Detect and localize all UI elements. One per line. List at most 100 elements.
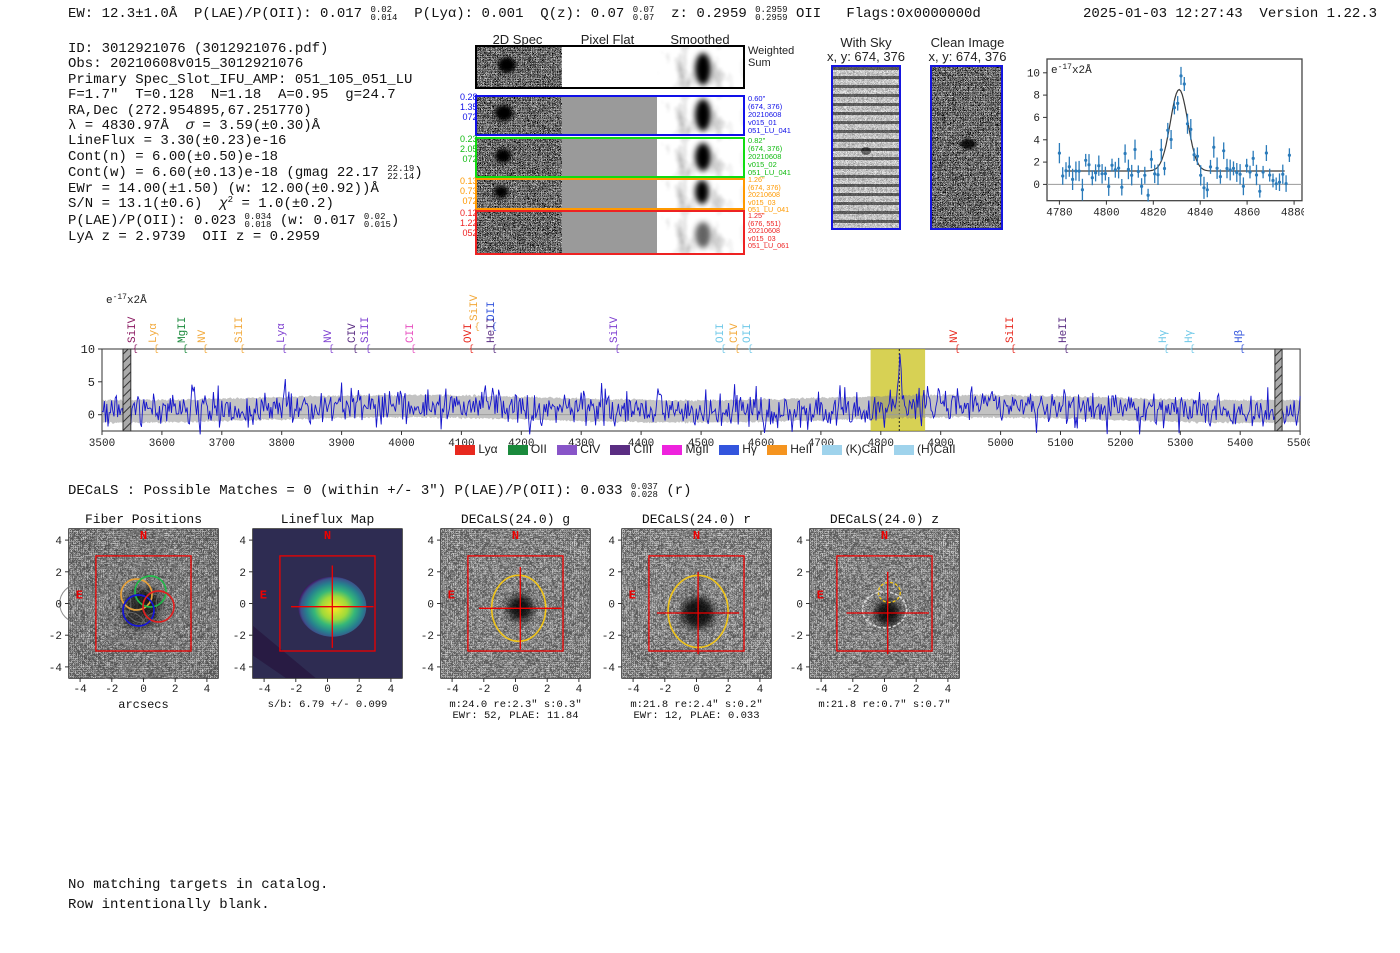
svg-text:{: { <box>474 322 479 332</box>
svg-text:10: 10 <box>80 343 94 357</box>
svg-text:-2: -2 <box>846 684 859 696</box>
svg-text:4800: 4800 <box>1093 207 1119 219</box>
svg-text:5400: 5400 <box>1227 438 1253 450</box>
svg-text:OII: OII <box>715 323 727 343</box>
svg-text:SiII: SiII <box>360 317 372 343</box>
svg-text:3700: 3700 <box>208 438 234 450</box>
svg-text:4000: 4000 <box>388 438 414 450</box>
svg-text:-2: -2 <box>233 631 246 643</box>
svg-text:-4: -4 <box>49 663 63 675</box>
svg-text:2: 2 <box>913 684 920 696</box>
svg-text:-4: -4 <box>233 663 247 675</box>
svg-text:SiIV: SiIV <box>127 316 139 343</box>
svg-text:{: { <box>410 344 415 354</box>
svg-text:m:21.8 re:0.7" s:0.7": m:21.8 re:0.7" s:0.7" <box>818 699 950 711</box>
svg-text:CII: CII <box>405 323 417 343</box>
svg-text:E: E <box>260 588 267 602</box>
svg-text:10: 10 <box>1027 68 1040 80</box>
svg-text:0: 0 <box>881 684 888 696</box>
svg-text:{: { <box>1063 344 1068 354</box>
svg-text:s/b: 6.79 +/- 0.099: s/b: 6.79 +/- 0.099 <box>267 699 387 711</box>
svg-text:arcsecs: arcsecs <box>118 698 168 712</box>
svg-text:0: 0 <box>427 599 434 611</box>
svg-text:e-17x2Å: e-17x2Å <box>106 293 147 307</box>
svg-text:N: N <box>512 529 519 543</box>
svg-text:{: { <box>720 344 725 354</box>
svg-text:{: { <box>1239 344 1244 354</box>
svg-text:4780: 4780 <box>1046 207 1072 219</box>
svg-text:0: 0 <box>512 684 519 696</box>
svg-text:{: { <box>328 344 333 354</box>
svg-text:-2: -2 <box>49 631 62 643</box>
svg-text:2: 2 <box>725 684 732 696</box>
svg-text:SiIV: SiIV <box>609 316 621 343</box>
svg-text:-4: -4 <box>74 684 88 696</box>
svg-text:4: 4 <box>945 684 952 696</box>
svg-text:3900: 3900 <box>328 438 354 450</box>
svg-text:2: 2 <box>427 568 434 580</box>
svg-text:0: 0 <box>140 684 147 696</box>
svg-text:E: E <box>448 588 455 602</box>
svg-text:4: 4 <box>56 536 63 548</box>
svg-text:3500: 3500 <box>89 438 115 450</box>
svg-text:NV: NV <box>949 329 961 343</box>
svg-text:{: { <box>132 344 137 354</box>
svg-text:5200: 5200 <box>1107 438 1133 450</box>
svg-text:Lineflux Map: Lineflux Map <box>280 512 374 527</box>
svg-text:5000: 5000 <box>987 438 1013 450</box>
svg-text:0: 0 <box>1033 179 1040 191</box>
svg-text:Hβ: Hβ <box>1234 329 1246 343</box>
svg-text:{: { <box>491 344 496 354</box>
svg-text:DECaLS(24.0) z: DECaLS(24.0) z <box>830 512 939 527</box>
svg-text:4: 4 <box>204 684 211 696</box>
svg-text:{: { <box>747 344 752 354</box>
svg-text:-2: -2 <box>289 684 302 696</box>
svg-text:0: 0 <box>239 599 246 611</box>
svg-text:2: 2 <box>239 568 246 580</box>
svg-text:e-17x2Å: e-17x2Å <box>1051 62 1092 77</box>
svg-text:Lyα: Lyα <box>148 323 160 343</box>
svg-text:SiII: SiII <box>234 317 246 343</box>
svg-text:4880: 4880 <box>1281 207 1304 219</box>
svg-text:0: 0 <box>796 599 803 611</box>
svg-text:CIV: CIV <box>729 323 741 343</box>
svg-text:DECaLS(24.0) g: DECaLS(24.0) g <box>461 512 570 527</box>
svg-text:{: { <box>352 344 357 354</box>
svg-text:2: 2 <box>172 684 179 696</box>
svg-text:{: { <box>954 344 959 354</box>
svg-text:{: { <box>365 344 370 354</box>
svg-text:MgII: MgII <box>177 317 189 343</box>
svg-text:SiII: SiII <box>1005 317 1017 343</box>
svg-text:DECaLS(24.0) r: DECaLS(24.0) r <box>642 512 751 527</box>
svg-text:Hγ: Hγ <box>1184 329 1196 343</box>
svg-text:4: 4 <box>796 536 803 548</box>
svg-text:{: { <box>468 344 473 354</box>
svg-text:E: E <box>76 588 83 602</box>
svg-text:{: { <box>182 344 187 354</box>
svg-text:-2: -2 <box>105 684 118 696</box>
svg-text:{: { <box>153 344 158 354</box>
svg-text:{: { <box>239 344 244 354</box>
svg-text:OVI: OVI <box>463 323 475 343</box>
svg-text:4: 4 <box>387 684 394 696</box>
svg-text:Hγ: Hγ <box>1158 329 1170 343</box>
svg-text:-2: -2 <box>790 631 803 643</box>
svg-text:-4: -4 <box>421 663 435 675</box>
svg-text:-4: -4 <box>602 663 616 675</box>
svg-text:3600: 3600 <box>149 438 175 450</box>
svg-text:{: { <box>491 322 496 332</box>
svg-text:2: 2 <box>796 568 803 580</box>
svg-text:{: { <box>614 344 619 354</box>
svg-text:4860: 4860 <box>1234 207 1260 219</box>
svg-text:E: E <box>817 588 824 602</box>
svg-text:NV: NV <box>323 329 335 343</box>
svg-text:EWr: 12, PLAE: 0.033: EWr: 12, PLAE: 0.033 <box>633 710 759 720</box>
svg-text:{: { <box>1163 344 1168 354</box>
svg-text:-2: -2 <box>477 684 490 696</box>
svg-text:2: 2 <box>356 684 363 696</box>
svg-text:5100: 5100 <box>1047 438 1073 450</box>
svg-text:{: { <box>281 344 286 354</box>
svg-text:4: 4 <box>608 536 615 548</box>
svg-text:4: 4 <box>1033 135 1040 147</box>
svg-text:{: { <box>734 344 739 354</box>
